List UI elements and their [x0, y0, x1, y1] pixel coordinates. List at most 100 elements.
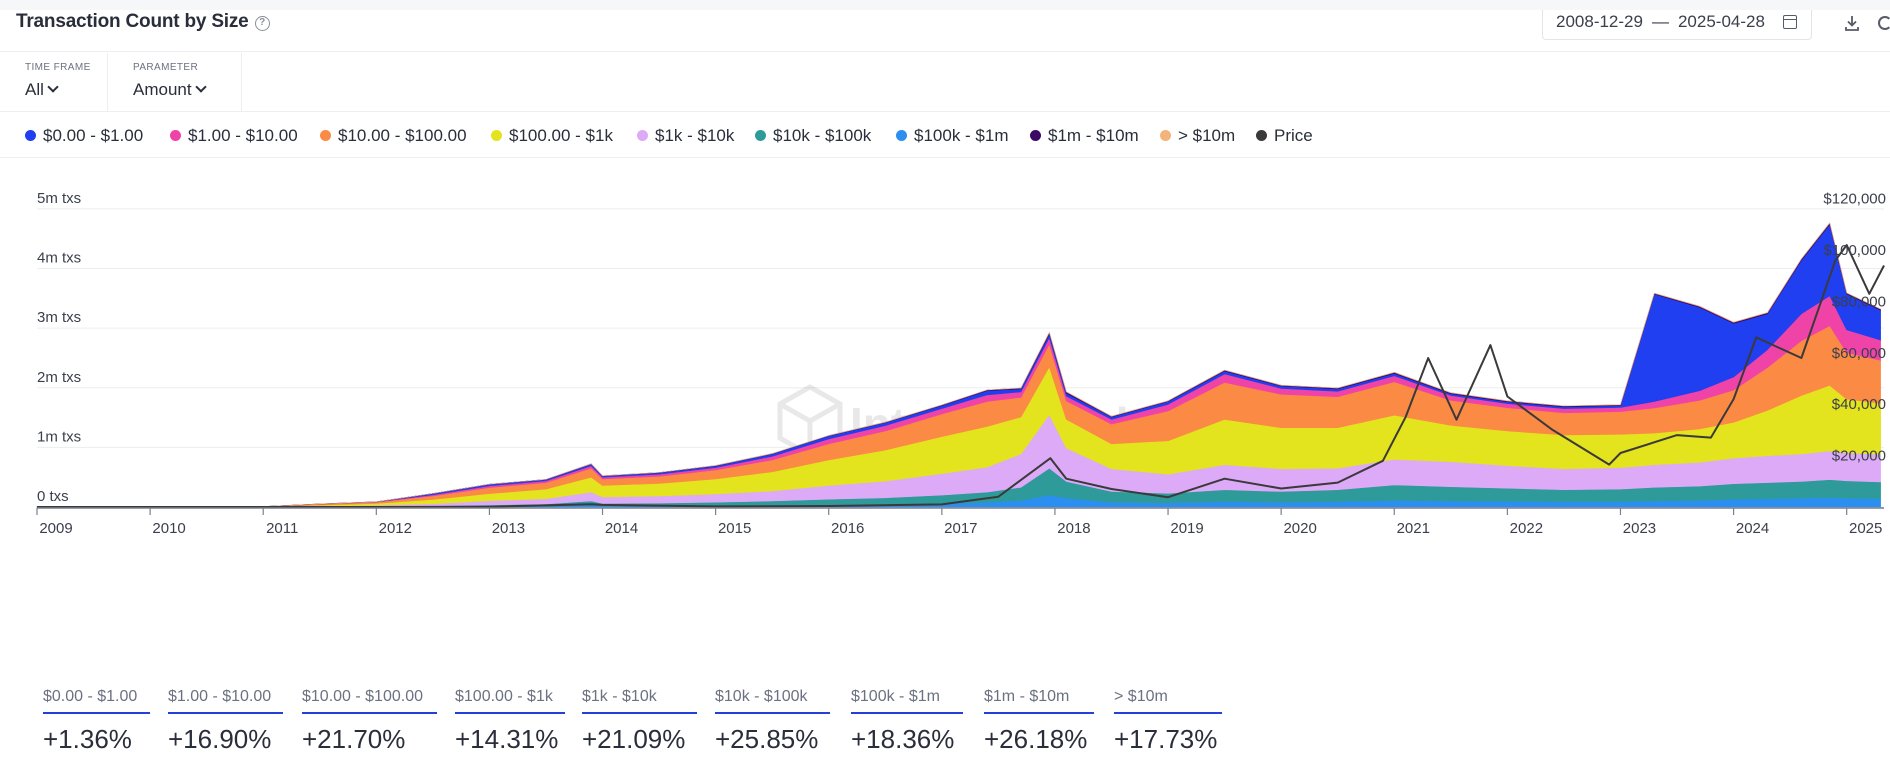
legend-item-100k-1m[interactable]: $100k - $1m: [896, 126, 1009, 146]
time-frame-select[interactable]: All: [25, 80, 107, 100]
chevron-down-icon: [47, 81, 59, 93]
x-tick-label: 2025: [1849, 520, 1882, 537]
top-strip: [0, 0, 1890, 10]
help-icon[interactable]: ?: [254, 16, 270, 31]
legend-label: $10k - $100k: [773, 126, 872, 145]
change-stats: $0.00 - $1.00 +1.36% $1.00 - $10.00 +16.90…: [0, 676, 1890, 773]
legend-label: $0.00 - $1.00: [43, 126, 144, 145]
x-tick-label: 2014: [605, 520, 638, 537]
calendar-icon[interactable]: [1783, 15, 1797, 29]
stat-over-10m: > $10m +17.73%: [1114, 688, 1222, 755]
legend-item-10k-100k[interactable]: $10k - $100k: [755, 126, 871, 146]
x-tick-label: 2009: [39, 520, 72, 537]
download-icon[interactable]: [1843, 14, 1861, 32]
legend-item-1-10[interactable]: $1.00 - $10.00: [170, 126, 298, 146]
stat-1m-10m: $1m - $10m +26.18%: [984, 688, 1094, 755]
price-layer: [37, 244, 1885, 508]
y-tick-label: 5m txs: [37, 190, 81, 207]
y2-tick-label: $40,000: [1832, 396, 1886, 413]
stat-value: +14.31%: [455, 724, 559, 754]
x-tick-label: 2010: [152, 520, 185, 537]
parameter-select[interactable]: Amount: [133, 80, 241, 100]
chevron-down-icon: [194, 81, 207, 93]
stat-value: +18.36%: [851, 724, 955, 754]
stat-value: +21.09%: [582, 724, 686, 754]
time-frame-value: All: [25, 80, 44, 99]
legend-item-price[interactable]: Price: [1256, 126, 1313, 146]
y-tick-label: 3m txs: [37, 309, 81, 326]
legend-dot: [755, 130, 766, 141]
y-tick-label: 0 txs: [37, 488, 69, 505]
stat-10-100: $10.00 - $100.00 +21.70%: [302, 688, 437, 755]
legend-item-10-100[interactable]: $10.00 - $100.00: [320, 126, 467, 146]
stat-value: +1.36%: [43, 724, 132, 754]
stat-100k-1m: $100k - $1m +18.36%: [851, 688, 963, 755]
date-start: 2008-12-29: [1556, 12, 1643, 31]
parameter-label: PARAMETER: [133, 62, 199, 73]
y2-tick-label: $100,000: [1823, 242, 1886, 259]
x-tick-label: 2016: [831, 520, 864, 537]
x-tick-label: 2023: [1623, 520, 1656, 537]
y-tick-label: 4m txs: [37, 250, 81, 267]
legend-dot: [896, 130, 907, 141]
parameter-value: Amount: [133, 80, 192, 99]
legend-label: $1m - $10m: [1048, 126, 1139, 145]
price-line: [37, 244, 1885, 508]
legend-item-0-1[interactable]: $0.00 - $1.00: [25, 126, 143, 146]
legend-dot: [637, 130, 648, 141]
date-end: 2025-04-28: [1677, 12, 1765, 31]
legend-item-1m-10m[interactable]: $1m - $10m: [1030, 126, 1139, 146]
time-frame-filter[interactable]: TIME FRAME All: [0, 53, 108, 112]
page-title: Transaction Count by Size?: [16, 10, 270, 34]
legend-dot: [1030, 130, 1041, 141]
x-tick-label: 2011: [266, 520, 298, 537]
x-tick-label: 2019: [1170, 520, 1203, 537]
legend-item-1k-10k[interactable]: $1k - $10k: [637, 126, 734, 146]
x-tick-label: 2018: [1057, 520, 1090, 537]
legend-label: $1.00 - $10.00: [188, 126, 298, 145]
legend-label: $100k - $1m: [914, 126, 1009, 145]
y2-tick-label: $80,000: [1832, 293, 1886, 310]
stat-label: > $10m: [1114, 688, 1222, 714]
stat-label: $0.00 - $1.00: [43, 688, 150, 714]
stat-value: +21.70%: [302, 724, 406, 754]
stat-1-10: $1.00 - $10.00 +16.90%: [168, 688, 283, 755]
stat-label: $100k - $1m: [851, 688, 963, 714]
axis-layer: 0 txs 1m txs 2m txs 3m txs 4m txs 5m txs $20,0…: [36, 190, 1886, 537]
legend-item-100-1k[interactable]: $100.00 - $1k: [491, 126, 613, 146]
refresh-icon[interactable]: [1878, 16, 1890, 30]
legend-dot: [170, 130, 181, 141]
legend-item-over-10m[interactable]: > $10m: [1160, 126, 1235, 146]
date-range-picker[interactable]: 2008-12-29 — 2025-04-28: [1542, 10, 1812, 40]
parameter-filter[interactable]: PARAMETER Amount: [108, 53, 242, 112]
date-separator: —: [1651, 12, 1669, 31]
stat-label: $100.00 - $1k: [455, 688, 565, 714]
stat-label: $1k - $10k: [582, 688, 697, 714]
stat-label: $10.00 - $100.00: [302, 688, 437, 714]
stat-100-1k: $100.00 - $1k +14.31%: [455, 688, 565, 755]
legend-dot: [1160, 130, 1171, 141]
y2-tick-label: $20,000: [1832, 448, 1886, 465]
stat-label: $1m - $10m: [984, 688, 1094, 714]
chart-header: Transaction Count by Size? 2008-12-29—20…: [0, 10, 1890, 52]
x-tick-label: 2022: [1510, 520, 1543, 537]
legend-dot: [1256, 130, 1267, 141]
y-tick-label: 1m txs: [37, 428, 81, 445]
y2-tick-label: $60,000: [1832, 345, 1886, 362]
chart-legend: $0.00 - $1.00 $1.00 - $10.00 $10.00 - $1…: [0, 113, 1890, 158]
stat-value: +26.18%: [984, 724, 1088, 754]
x-tick-label: 2021: [1397, 520, 1430, 537]
legend-label: $10.00 - $100.00: [338, 126, 467, 145]
legend-label: $100.00 - $1k: [509, 126, 613, 145]
x-tick-label: 2013: [492, 520, 525, 537]
filter-bar: TIME FRAME All PARAMETER Amount: [0, 53, 1890, 112]
legend-label: $1k - $10k: [655, 126, 735, 145]
area-series: [36, 222, 1881, 508]
stat-label: $10k - $100k: [715, 688, 830, 714]
stat-label: $1.00 - $10.00: [168, 688, 283, 714]
chart-title: Transaction Count by Size: [16, 11, 249, 32]
y2-tick-label: $120,000: [1823, 191, 1886, 208]
time-frame-label: TIME FRAME: [25, 62, 91, 73]
